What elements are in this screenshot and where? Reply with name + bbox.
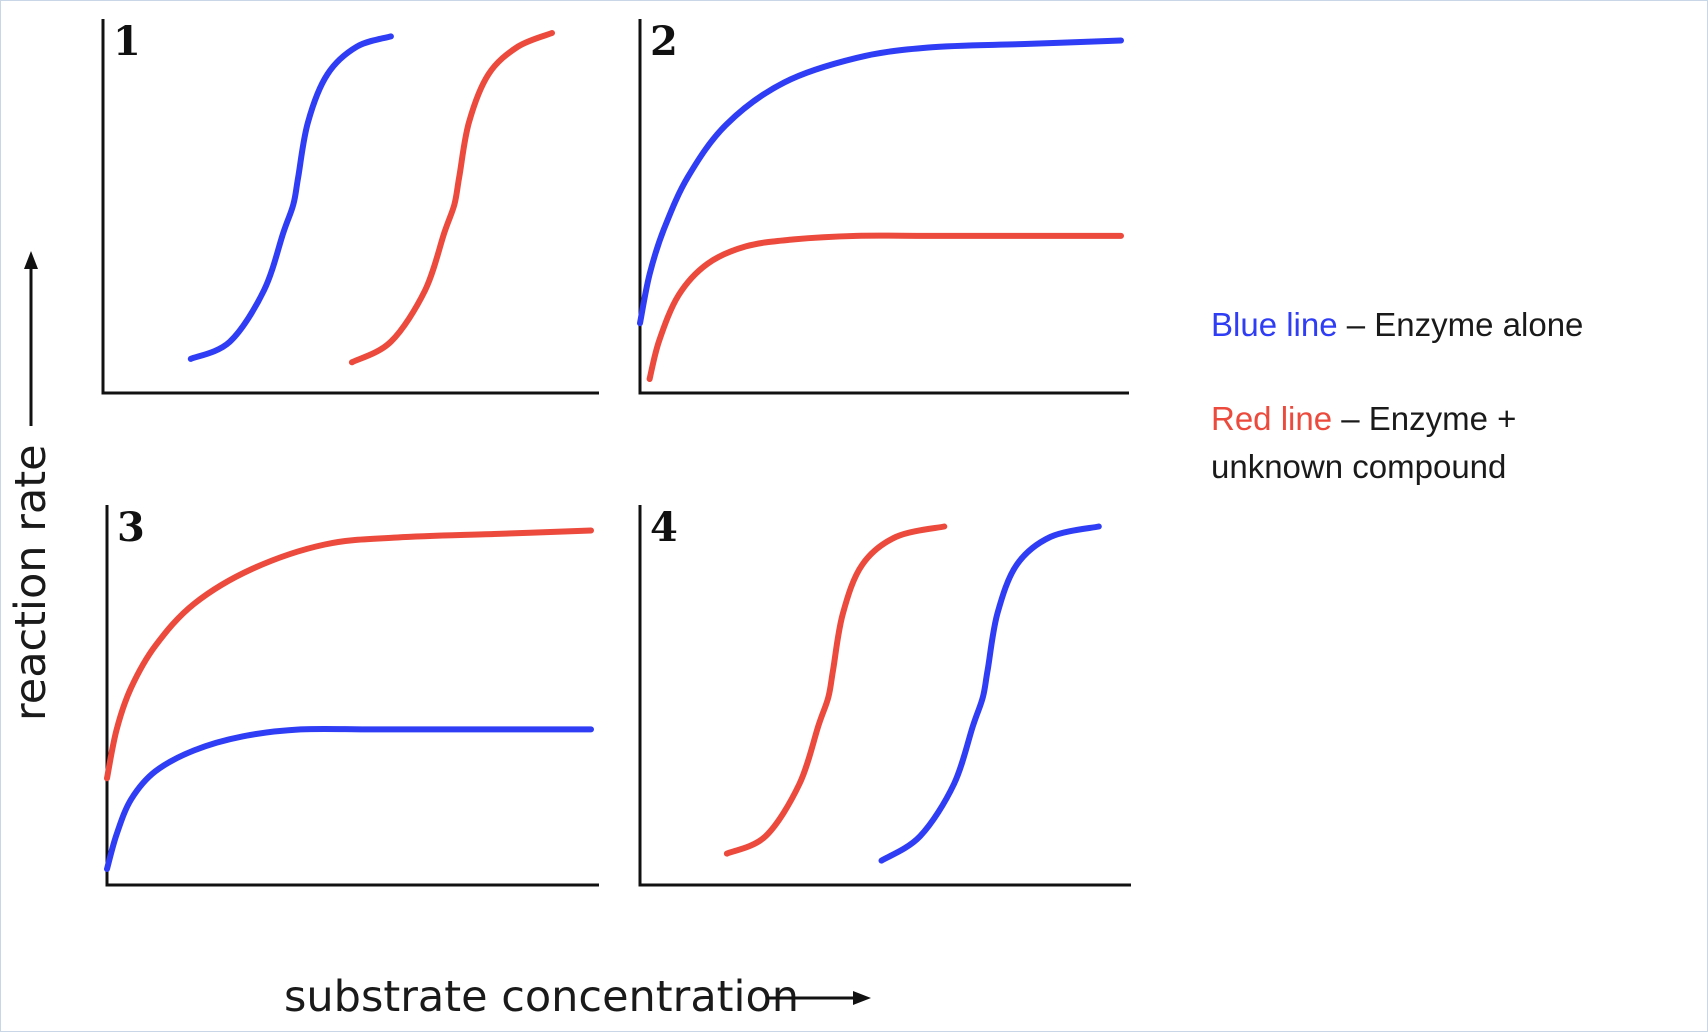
panel-3: 3: [104, 504, 599, 887]
legend-blue-label: Blue line: [1211, 306, 1338, 343]
panel-3-blue-series-line: [104, 725, 594, 872]
x-axis-title: substrate concentration: [284, 972, 799, 1022]
panel-number-1: 1: [113, 18, 141, 65]
legend-red-label: Red line: [1211, 400, 1333, 437]
panel-number-3: 3: [117, 504, 145, 551]
legend-red-desc-line2: unknown compound: [1211, 448, 1507, 485]
panel-2: 2: [637, 18, 1129, 395]
panel-1-red-series-line: [348, 30, 555, 366]
panel-1-blue-series-line: [187, 33, 394, 362]
legend-entry-red: Red line – Enzyme + unknown compound: [1211, 395, 1691, 491]
panel-4: 4: [638, 504, 1131, 887]
legend-entry-blue: Blue line – Enzyme alone: [1211, 301, 1691, 349]
panel-1: 1: [101, 18, 599, 395]
panel-2-red-series-line: [646, 232, 1124, 382]
panel-number-2: 2: [650, 18, 678, 65]
panel-2-blue-series-line: [637, 37, 1124, 327]
y-axis-arrow: [24, 251, 38, 426]
legend-blue-desc: – Enzyme alone: [1337, 306, 1584, 343]
panels-group: 1 2 3 4: [101, 18, 1131, 887]
panel-number-4: 4: [650, 504, 678, 551]
legend-red-desc-line1: – Enzyme +: [1332, 400, 1517, 437]
legend: Blue line – Enzyme alone Red line – Enzy…: [1211, 301, 1691, 537]
panel-3-red-series-line: [104, 527, 594, 782]
panel-4-red-series-line: [723, 523, 948, 857]
x-axis-arrow: [766, 991, 871, 1005]
y-axis-title: reaction rate: [6, 444, 56, 721]
panel-4-blue-series-line: [878, 523, 1102, 864]
